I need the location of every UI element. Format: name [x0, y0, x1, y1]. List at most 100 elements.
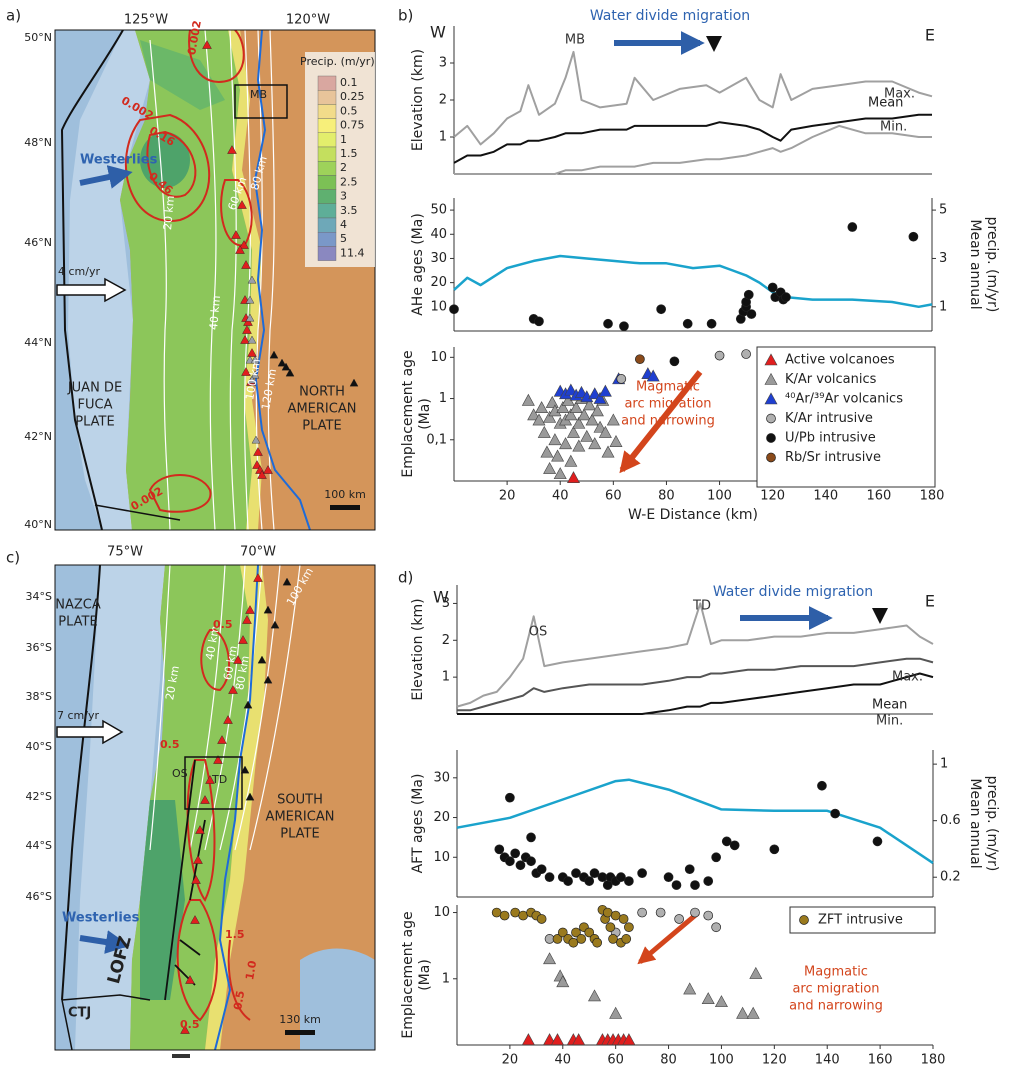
legend-label: 2.5 — [340, 175, 358, 188]
point — [712, 923, 721, 932]
divide-marker — [872, 608, 888, 624]
x-tick-label: 60 — [607, 1053, 624, 1065]
point — [522, 1034, 534, 1045]
migration-arrow — [640, 913, 698, 962]
legend-label: 5 — [340, 232, 347, 245]
y-tick-label: 3 — [439, 56, 447, 71]
legend-label: ZFT intrusive — [818, 913, 903, 928]
line — [457, 780, 933, 863]
x-tick-label: 100 — [709, 1053, 734, 1065]
lat-label: 36°S — [26, 641, 52, 654]
legend-label: 3 — [340, 190, 347, 203]
plate-name: FUCA — [78, 398, 113, 413]
point — [750, 968, 762, 979]
point — [527, 833, 536, 842]
legend-label: 1 — [340, 133, 347, 146]
y-axis-label: Elevation (km) — [410, 49, 426, 151]
scale-bar — [285, 1030, 315, 1035]
y-axis-label: AHe ages (Ma) — [410, 213, 426, 316]
point — [691, 908, 700, 917]
point — [730, 841, 739, 850]
point — [684, 983, 696, 994]
scale-label: 100 km — [324, 488, 366, 501]
annotation: Min. — [880, 120, 907, 135]
point — [527, 857, 536, 866]
point — [573, 440, 585, 451]
point — [747, 1007, 759, 1018]
legend-label: 3.5 — [340, 204, 358, 217]
y2-tick-label: 1 — [940, 757, 948, 772]
legend-swatch — [318, 90, 336, 104]
point — [670, 357, 679, 366]
point — [522, 394, 534, 405]
box-label: OS — [172, 767, 188, 780]
point — [511, 849, 520, 858]
line — [454, 52, 932, 144]
chart: 1010,120406080100120140160180Emplacement… — [400, 347, 944, 523]
legend-swatch — [318, 175, 336, 189]
wind-label: Westerlies — [80, 153, 158, 168]
point — [744, 290, 753, 299]
point — [538, 427, 550, 438]
legend-label: 11.4 — [340, 246, 365, 259]
line — [454, 256, 932, 307]
contour-label: 0.5 — [160, 738, 180, 751]
point — [747, 310, 756, 319]
point — [619, 914, 628, 923]
point — [551, 1034, 563, 1045]
plate-name: PLATE — [75, 415, 114, 430]
point — [657, 305, 666, 314]
annotation: arc migration — [624, 397, 711, 412]
point — [675, 914, 684, 923]
legend-swatch — [318, 190, 336, 204]
y-tick-label: 1 — [442, 670, 450, 685]
x-tick-label: 100 — [707, 489, 732, 504]
point — [704, 877, 713, 886]
lon-label: 120°W — [286, 13, 330, 28]
point — [704, 911, 713, 920]
legend-marker — [767, 453, 776, 462]
lon-label: 75°W — [107, 545, 143, 560]
legend-swatch — [318, 119, 336, 133]
legend-swatch — [318, 76, 336, 90]
point — [672, 881, 681, 890]
point — [909, 232, 918, 241]
legend-swatch — [318, 104, 336, 118]
legend-swatch — [318, 161, 336, 175]
plate-name: JUAN DE — [67, 381, 122, 396]
legend-marker — [767, 414, 776, 423]
point — [638, 908, 647, 917]
point — [817, 781, 826, 790]
point — [715, 996, 727, 1007]
x-tick-label: 20 — [499, 489, 516, 504]
y-tick-label: 10 — [433, 850, 450, 865]
point — [702, 993, 714, 1004]
figure: a) — [0, 0, 1015, 1065]
chart: 123Elevation (km)b)WEMBWater divide migr… — [398, 7, 935, 175]
point — [606, 923, 615, 932]
point — [537, 914, 546, 923]
y2-axis-label: Mean annual — [967, 219, 983, 309]
contour-label: 0.5 — [213, 618, 233, 631]
lat-label: 40°N — [24, 518, 52, 531]
plate-name: AMERICAN — [266, 810, 335, 825]
charts: 123Elevation (km)b)WEMBWater divide migr… — [398, 7, 1000, 1065]
annotation: Magmatic — [636, 380, 700, 395]
annotation: Min. — [876, 714, 903, 729]
legend-label: 2 — [340, 161, 347, 174]
plate-name: AMERICAN — [288, 402, 357, 417]
point — [831, 809, 840, 818]
y-axis-label: (Ma) — [417, 398, 433, 430]
plate-name: PLATE — [302, 419, 341, 434]
y2-tick-label: 3 — [939, 251, 947, 266]
lat-label: 46°N — [24, 236, 52, 249]
point — [541, 446, 553, 457]
legend-label: U/Pb intrusive — [785, 431, 876, 446]
point — [537, 865, 546, 874]
point — [536, 402, 548, 413]
point — [617, 374, 626, 383]
map-c: c) — [6, 545, 375, 1059]
y-axis-label: AFT ages (Ma) — [410, 774, 426, 874]
map-a: a) — [6, 7, 375, 532]
point — [572, 869, 581, 878]
